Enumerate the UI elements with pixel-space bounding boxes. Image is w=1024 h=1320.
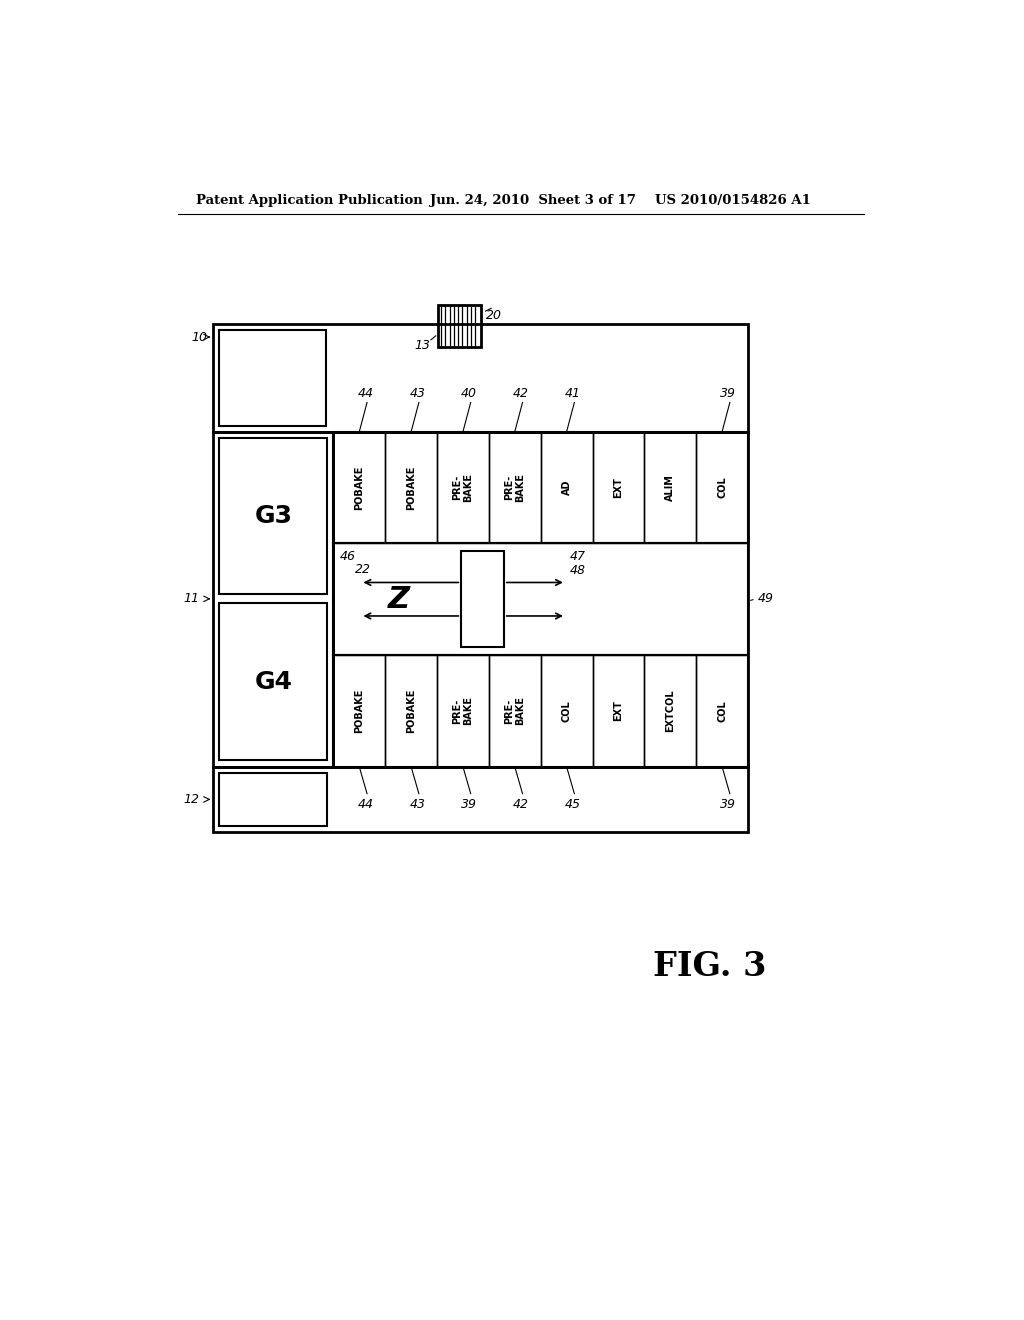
Text: 42: 42 bbox=[513, 387, 529, 400]
Bar bbox=[644, 432, 696, 544]
Text: COL: COL bbox=[717, 477, 727, 499]
Text: Patent Application Publication: Patent Application Publication bbox=[197, 194, 423, 207]
Bar bbox=[437, 432, 488, 544]
Text: 43: 43 bbox=[410, 387, 425, 400]
Bar bbox=[385, 655, 437, 767]
Text: 20: 20 bbox=[486, 309, 502, 322]
Text: 49: 49 bbox=[758, 593, 773, 606]
Bar bbox=[334, 432, 748, 544]
Text: G3: G3 bbox=[254, 504, 292, 528]
Bar bbox=[219, 774, 328, 826]
Text: 39: 39 bbox=[720, 387, 736, 400]
Text: POBAKE: POBAKE bbox=[407, 689, 416, 733]
Bar bbox=[541, 432, 593, 544]
Text: 44: 44 bbox=[357, 387, 374, 400]
Text: US 2010/0154826 A1: US 2010/0154826 A1 bbox=[655, 194, 811, 207]
Bar bbox=[696, 432, 748, 544]
Text: EXTCOL: EXTCOL bbox=[666, 689, 675, 733]
Text: ALIM: ALIM bbox=[666, 474, 675, 502]
Text: G4: G4 bbox=[254, 669, 292, 693]
Text: 43: 43 bbox=[410, 797, 425, 810]
Text: 44: 44 bbox=[357, 797, 374, 810]
Text: 40: 40 bbox=[461, 387, 477, 400]
Bar bbox=[593, 432, 644, 544]
Bar bbox=[334, 655, 385, 767]
Text: COL: COL bbox=[717, 700, 727, 722]
Text: POBAKE: POBAKE bbox=[354, 689, 365, 733]
Text: 13: 13 bbox=[415, 339, 431, 352]
Bar bbox=[461, 552, 504, 647]
Bar bbox=[437, 655, 488, 767]
Bar bbox=[644, 655, 696, 767]
Text: PRE-
BAKE: PRE- BAKE bbox=[505, 697, 525, 726]
Bar bbox=[334, 432, 385, 544]
Text: 42: 42 bbox=[513, 797, 529, 810]
Text: 10: 10 bbox=[191, 330, 208, 343]
Bar bbox=[488, 655, 541, 767]
Text: 12: 12 bbox=[183, 793, 200, 807]
Text: 45: 45 bbox=[565, 797, 581, 810]
Bar bbox=[334, 544, 748, 655]
Text: 39: 39 bbox=[720, 797, 736, 810]
Text: 22: 22 bbox=[355, 562, 371, 576]
Bar bbox=[488, 432, 541, 544]
Text: AD: AD bbox=[561, 480, 571, 495]
Bar bbox=[213, 323, 748, 432]
Text: 48: 48 bbox=[569, 564, 586, 577]
Bar bbox=[696, 655, 748, 767]
Text: PRE-
BAKE: PRE- BAKE bbox=[453, 473, 473, 502]
Text: FIG. 3: FIG. 3 bbox=[652, 950, 766, 983]
Bar bbox=[219, 330, 327, 425]
Bar bbox=[213, 432, 334, 767]
Bar bbox=[593, 655, 644, 767]
Text: 47: 47 bbox=[569, 550, 586, 564]
Text: EXT: EXT bbox=[613, 477, 624, 498]
Text: POBAKE: POBAKE bbox=[407, 466, 416, 510]
Text: Z: Z bbox=[388, 585, 411, 614]
Bar bbox=[334, 655, 748, 767]
Bar bbox=[385, 432, 437, 544]
Text: PRE-
BAKE: PRE- BAKE bbox=[453, 697, 473, 726]
Bar bbox=[213, 767, 748, 832]
Text: COL: COL bbox=[561, 700, 571, 722]
Bar bbox=[541, 655, 593, 767]
Text: EXT: EXT bbox=[613, 701, 624, 721]
Text: 39: 39 bbox=[461, 797, 477, 810]
Text: 11: 11 bbox=[183, 593, 200, 606]
Text: Jun. 24, 2010  Sheet 3 of 17: Jun. 24, 2010 Sheet 3 of 17 bbox=[430, 194, 636, 207]
Bar bbox=[219, 603, 328, 760]
Bar bbox=[438, 305, 480, 347]
Text: PRE-
BAKE: PRE- BAKE bbox=[505, 473, 525, 502]
Bar bbox=[334, 432, 748, 767]
Bar bbox=[219, 438, 328, 594]
Text: 41: 41 bbox=[565, 387, 581, 400]
Text: POBAKE: POBAKE bbox=[354, 466, 365, 510]
Text: 46: 46 bbox=[340, 550, 355, 564]
